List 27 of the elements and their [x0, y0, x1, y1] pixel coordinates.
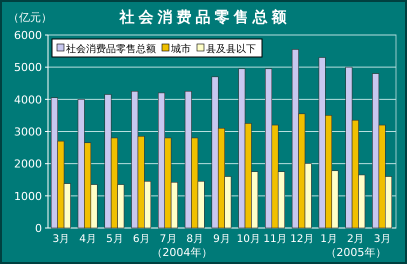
y-tick-label: 1000 [14, 190, 42, 203]
x-tick-label: 9月 [213, 233, 231, 245]
y-tick-label: 6000 [14, 29, 42, 42]
x-tick-label: 7月 [160, 233, 178, 245]
x-tick-label: 6月 [132, 233, 151, 245]
x-tick-label: 2月 [347, 233, 365, 245]
x-tick-label: 8月 [186, 233, 204, 245]
text: （2004年） [151, 246, 212, 259]
y-tick-label: 5000 [14, 61, 42, 74]
text: （2005年） [325, 246, 386, 259]
legend-label: 县及县以下 [206, 43, 256, 55]
x-tick-label: 3月 [52, 233, 70, 245]
y-tick-label: 0 [35, 222, 42, 235]
x-tick-label: 5月 [106, 233, 124, 245]
x-tick-label: 1月 [320, 233, 338, 245]
y-axis-title: （亿元） [8, 11, 52, 24]
x-tick-label: 12月 [290, 233, 314, 245]
x-tick-label: 11月 [263, 233, 288, 245]
y-tick-label: 4000 [14, 93, 42, 106]
x-tick-label: 4月 [79, 233, 97, 245]
chart-title: 社会消费品零售总额 [118, 8, 290, 26]
y-tick-label: 2000 [14, 158, 42, 171]
legend-label: 城市 [170, 43, 191, 55]
y-tick-label: 3000 [14, 126, 42, 138]
x-tick-label: 3月 [374, 233, 392, 245]
x-tick-label: 10月 [236, 233, 261, 245]
legend-label: 社会消费品零售总额 [66, 43, 156, 55]
